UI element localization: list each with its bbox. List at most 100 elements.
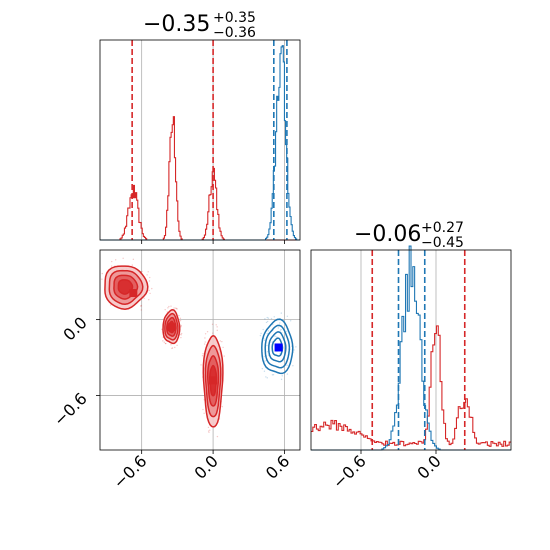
sample-point xyxy=(141,270,143,273)
sample-point xyxy=(263,339,266,341)
top-histogram-panel: −0.35 +0.35−0.36 xyxy=(99,10,301,244)
sample-point xyxy=(209,429,211,431)
sample-point xyxy=(289,320,292,322)
sample-point xyxy=(266,377,268,379)
scatter-frame xyxy=(99,249,301,451)
sample-point xyxy=(176,344,178,347)
sample-point xyxy=(295,346,297,348)
sample-point xyxy=(273,316,275,318)
sample-point xyxy=(131,264,133,266)
sample-point xyxy=(143,297,145,299)
sample-point xyxy=(216,435,219,438)
sample-point xyxy=(122,257,124,259)
sample-point xyxy=(279,322,281,324)
sample-point xyxy=(260,332,262,335)
sample-point xyxy=(293,349,295,351)
sample-point xyxy=(267,330,270,332)
sample-point xyxy=(216,326,218,328)
sample-point xyxy=(286,315,289,317)
sample-point xyxy=(180,332,183,335)
sample-point xyxy=(146,274,148,276)
y-tick-label-1: −0.6 xyxy=(50,389,91,430)
sample-point xyxy=(264,360,266,362)
sample-point xyxy=(266,332,268,335)
sample-point xyxy=(263,355,265,358)
contour-level-3-3 xyxy=(271,337,284,357)
sample-point xyxy=(140,304,142,307)
histogram-series-0 xyxy=(311,325,511,447)
sample-point xyxy=(267,317,270,319)
sample-point xyxy=(263,370,266,372)
contour-level-3-0 xyxy=(261,318,294,375)
sample-point xyxy=(101,278,103,280)
sample-point xyxy=(286,330,288,333)
top-hist-title-sup: +0.35 xyxy=(213,10,256,26)
sample-point xyxy=(206,331,209,333)
sample-point xyxy=(207,430,210,432)
top-hist-title-sub: −0.36 xyxy=(213,25,256,41)
sample-point xyxy=(272,373,275,376)
sample-point xyxy=(215,324,217,326)
sample-point xyxy=(148,289,150,292)
sample-point xyxy=(179,319,182,322)
histogram-series-1 xyxy=(311,245,511,451)
right-histogram-panel: −0.6 0.0 −0.06 +0.27−0.45 xyxy=(310,220,512,492)
sample-point xyxy=(149,276,151,279)
sample-point xyxy=(292,365,294,367)
sample-point xyxy=(114,259,117,261)
peak-marker-2 xyxy=(209,376,218,385)
sample-point xyxy=(180,334,182,336)
sample-point xyxy=(148,299,150,301)
sample-point xyxy=(262,328,264,331)
sample-point xyxy=(211,323,214,325)
x-tick-label-1: 0.0 xyxy=(190,451,221,482)
sample-point xyxy=(179,317,182,320)
right-hist-frame xyxy=(310,249,512,451)
sample-point xyxy=(140,305,142,307)
peak-marker-3 xyxy=(274,343,283,352)
sample-point xyxy=(221,405,223,408)
sample-point xyxy=(277,327,280,329)
y-tick-label-0: 0.0 xyxy=(59,313,90,344)
contour-level-0-3 xyxy=(117,279,134,295)
right-hist-title-sub: −0.45 xyxy=(421,235,464,251)
sample-point xyxy=(265,376,267,378)
sample-point xyxy=(180,336,182,339)
sample-point xyxy=(201,354,204,357)
sample-point xyxy=(148,280,151,282)
sample-point xyxy=(266,350,269,353)
sample-point xyxy=(174,307,177,309)
sample-point xyxy=(166,311,168,313)
sample-point xyxy=(109,304,112,306)
sample-point xyxy=(175,307,178,310)
sample-point xyxy=(286,373,289,375)
x-tick-label-2: 0.6 xyxy=(262,451,293,482)
sample-point xyxy=(202,352,204,355)
sample-point xyxy=(151,287,153,290)
sample-point xyxy=(200,364,202,366)
histogram-series-1 xyxy=(100,45,300,241)
sample-point xyxy=(265,321,268,324)
sample-point xyxy=(286,364,288,366)
sample-point xyxy=(259,334,262,337)
sample-point xyxy=(204,333,207,335)
sample-point xyxy=(266,344,268,347)
sample-point xyxy=(110,265,113,267)
top-hist-frame xyxy=(99,39,301,241)
contour-level-3-2 xyxy=(268,331,287,363)
sample-point xyxy=(266,316,268,319)
sample-point xyxy=(101,272,103,275)
sample-point xyxy=(222,346,224,349)
sample-point xyxy=(202,408,204,411)
sample-point xyxy=(110,260,113,263)
histogram-series-0 xyxy=(100,116,300,241)
sample-point xyxy=(264,318,266,320)
sample-point xyxy=(279,330,282,332)
sample-point xyxy=(167,307,169,309)
sample-point xyxy=(204,337,206,339)
peak-marker-0 xyxy=(129,289,138,298)
sample-point xyxy=(165,342,167,345)
sample-point xyxy=(178,314,180,317)
sample-point xyxy=(219,340,221,342)
